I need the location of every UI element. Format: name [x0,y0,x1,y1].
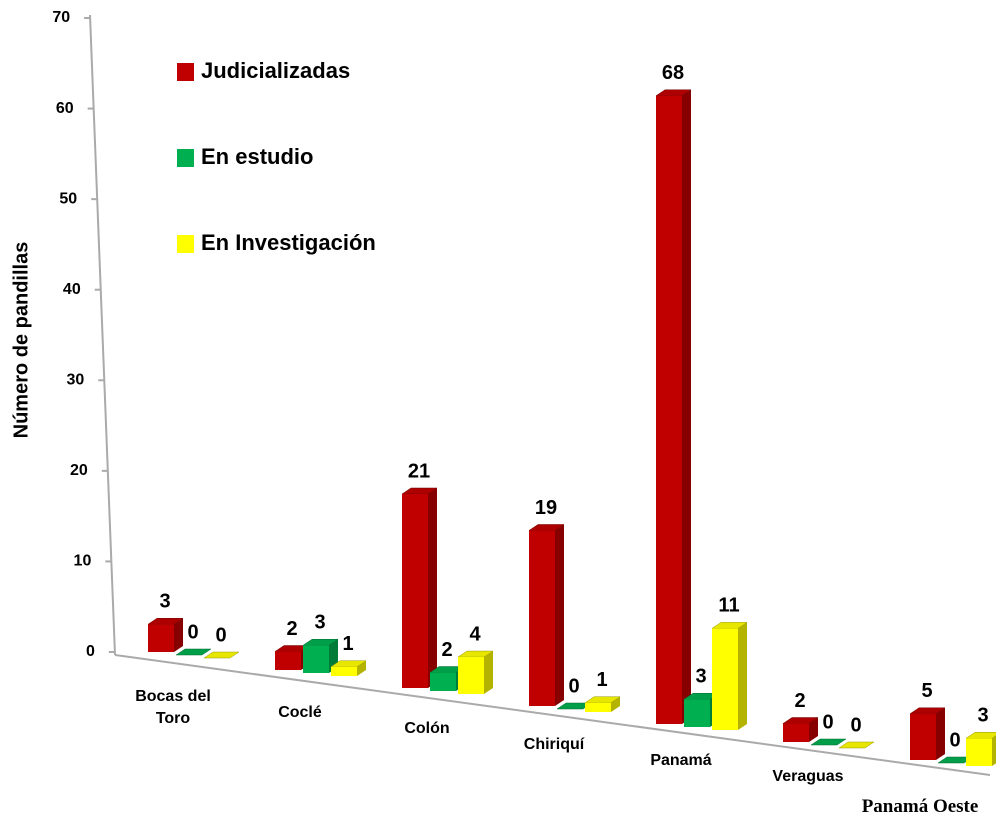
bar-top [810,738,847,746]
y-tick-label: 10 [74,553,92,570]
x-tick-label: Panamá Oeste [861,796,979,817]
bar-front [148,624,174,652]
bar [655,89,692,724]
y-tick-label: 40 [63,281,81,298]
bar [401,487,438,688]
legend-swatch [177,149,194,167]
bar-side [682,89,691,724]
y-tick-label: 60 [56,100,74,117]
y-tick-label: 50 [59,190,77,207]
value-label: 2 [286,618,297,640]
bar-side [428,487,437,688]
y-tick-label: 20 [70,462,88,479]
y-tick-label: 0 [86,643,95,660]
bar [965,732,996,766]
value-label: 0 [822,711,833,733]
x-tick-label: Coclé [278,704,322,721]
value-label: 5 [921,680,932,702]
x-tick-label: Veraguas [772,768,844,785]
bar [175,648,212,656]
bar [528,524,565,706]
bar-top [175,648,212,656]
bar-front [585,702,611,712]
bar-top [203,651,240,659]
bar-front [529,530,555,706]
y-axis-title: Número de pandillas [10,242,32,439]
bar-front [458,657,484,694]
value-label: 0 [850,714,861,736]
bar-side [174,618,183,652]
bar-side [484,651,493,694]
bar [810,738,847,746]
bar [683,693,720,727]
bar-side [809,717,818,742]
bar-front [402,493,428,688]
value-label: 0 [187,621,198,643]
bar-front [783,723,809,742]
bar [909,707,946,760]
legend-label: En estudio [201,144,313,169]
bar [782,717,819,742]
bar-side [936,707,945,760]
bar [330,660,367,676]
bar-side [992,735,996,766]
bar [203,651,240,659]
bar-side [555,524,564,706]
y-axis [89,14,116,656]
value-label: 0 [568,675,579,697]
value-label: 2 [794,690,805,712]
legend-label: En Investigación [201,230,376,255]
value-label: 1 [596,669,607,691]
bar-top [838,741,875,749]
legend-swatch [177,235,194,253]
bar-front [331,666,357,676]
bar-front [910,713,936,760]
y-tick-label: 70 [52,9,70,26]
value-label: 68 [662,62,684,84]
bar-front [684,699,710,727]
bar-front [430,672,456,691]
x-tick-label: Bocas del Toro [135,688,211,727]
bar-front [275,651,301,670]
bar [711,622,748,730]
value-label: 0 [949,729,960,751]
value-label: 0 [215,624,226,646]
legend-swatch [177,63,194,81]
y-tick-label: 30 [66,372,84,389]
x-tick-label: Chiriquí [523,736,585,753]
bar-top [965,732,996,739]
value-label: 3 [314,612,325,634]
x-axis [114,654,991,776]
bar-side [738,622,747,730]
bar-front [303,645,329,673]
legend-label: Judicializadas [201,58,350,83]
value-label: 19 [535,497,557,519]
bar [584,696,621,712]
bar [457,650,494,694]
value-label: 1 [342,633,353,655]
bar-side [357,660,366,676]
bar-front [656,95,682,724]
x-tick-label: Panamá [650,752,712,769]
bar-front [966,738,992,766]
x-tick-label: Colón [404,720,450,737]
value-label: 3 [977,705,988,727]
bar-side [611,696,620,712]
value-label: 21 [408,460,430,482]
value-label: 3 [159,591,170,613]
value-label: 2 [441,639,452,661]
value-label: 11 [718,595,739,617]
value-label: 4 [469,623,481,645]
bar-front [712,628,738,730]
bar [838,741,875,749]
bar [147,618,184,652]
value-label: 3 [695,666,706,688]
